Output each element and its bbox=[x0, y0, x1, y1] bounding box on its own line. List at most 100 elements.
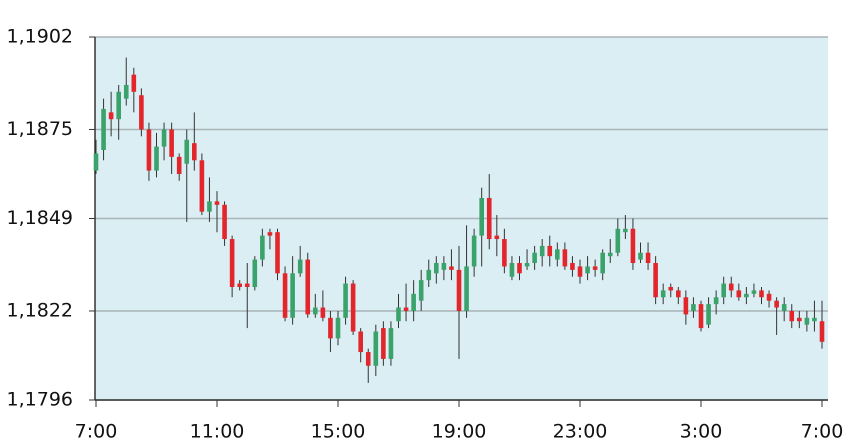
candle-body bbox=[411, 293, 416, 311]
y-tick-label: 1,1849 bbox=[7, 207, 73, 229]
candle-body bbox=[396, 307, 401, 322]
candle-body bbox=[267, 232, 273, 236]
candle-body bbox=[592, 266, 598, 270]
candle-body bbox=[812, 317, 817, 322]
x-tick-label: 11:00 bbox=[190, 421, 245, 443]
candle-body bbox=[403, 307, 409, 311]
candle-body bbox=[728, 283, 734, 291]
candle-body bbox=[297, 259, 303, 274]
y-tick-label: 1,1902 bbox=[7, 26, 73, 48]
candle-body bbox=[161, 129, 167, 147]
candle-body bbox=[797, 317, 802, 322]
candle-body bbox=[335, 317, 341, 339]
candle-body bbox=[365, 352, 371, 366]
candle-body bbox=[456, 269, 462, 311]
candle-body bbox=[494, 235, 500, 240]
candle-body bbox=[381, 328, 386, 359]
candle-body bbox=[638, 252, 643, 260]
candle-body bbox=[305, 259, 311, 315]
candle-body bbox=[275, 232, 280, 274]
candle-body bbox=[691, 304, 696, 311]
candle-body bbox=[502, 239, 507, 267]
candle-body bbox=[139, 95, 144, 130]
candle-body bbox=[418, 280, 424, 301]
candle-body bbox=[252, 259, 258, 287]
candle-body bbox=[373, 331, 379, 366]
candle-body bbox=[116, 91, 121, 120]
candle-body bbox=[509, 263, 515, 277]
candle-body bbox=[146, 129, 152, 171]
candle-body bbox=[93, 153, 99, 171]
x-tick-label: 15:00 bbox=[311, 421, 366, 443]
y-tick-label: 1,1796 bbox=[7, 389, 73, 411]
candle-body bbox=[449, 266, 454, 270]
x-tick-label: 23:00 bbox=[553, 421, 608, 443]
candle-body bbox=[607, 252, 613, 257]
candle-body bbox=[358, 331, 363, 353]
candle-body bbox=[282, 273, 288, 318]
candle-body bbox=[781, 304, 787, 311]
candle-body bbox=[290, 273, 295, 318]
candle-body bbox=[199, 160, 205, 212]
candle-body bbox=[683, 297, 689, 315]
candle-body bbox=[570, 263, 575, 270]
candle-body bbox=[623, 228, 628, 233]
candle-body bbox=[222, 204, 227, 240]
candle-body bbox=[706, 304, 711, 325]
y-tick-label: 1,1875 bbox=[7, 118, 73, 140]
candle-body bbox=[668, 286, 674, 291]
candle-body bbox=[751, 290, 757, 294]
candle-body bbox=[108, 112, 114, 120]
candle-body bbox=[713, 297, 719, 305]
x-tick-label: 7:00 bbox=[801, 421, 844, 443]
candle-body bbox=[585, 266, 590, 274]
candle-body bbox=[343, 283, 348, 318]
candle-body bbox=[154, 146, 159, 171]
candle-body bbox=[547, 245, 553, 257]
candle-body bbox=[698, 304, 704, 329]
candle-body bbox=[645, 252, 651, 264]
candle-body bbox=[744, 293, 749, 298]
candle-body bbox=[819, 321, 825, 342]
candle-body bbox=[532, 252, 537, 264]
candle-body bbox=[176, 156, 182, 174]
candle-body bbox=[350, 283, 356, 332]
candle-body bbox=[464, 266, 469, 311]
candle-body bbox=[721, 283, 726, 298]
candle-body bbox=[328, 317, 333, 339]
candle-body bbox=[184, 139, 190, 164]
candle-body bbox=[101, 108, 106, 151]
candle-body bbox=[434, 263, 439, 274]
candle-body bbox=[774, 300, 779, 308]
candle-body bbox=[524, 263, 530, 267]
candle-body bbox=[388, 328, 394, 359]
candle-body bbox=[192, 143, 197, 161]
x-tick-label: 19:00 bbox=[432, 421, 487, 443]
candle-body bbox=[169, 129, 174, 157]
candle-body bbox=[244, 283, 250, 287]
candle-body bbox=[539, 245, 545, 257]
candle-body bbox=[630, 228, 636, 264]
candle-body bbox=[320, 307, 326, 318]
candle-body bbox=[313, 307, 318, 315]
candle-body bbox=[562, 249, 568, 267]
candle-body bbox=[555, 249, 560, 260]
candle-body bbox=[486, 197, 492, 240]
candle-body bbox=[766, 293, 772, 301]
candle-body bbox=[123, 84, 129, 99]
candle-body bbox=[676, 290, 681, 298]
candle-body bbox=[660, 290, 666, 298]
candle-body bbox=[600, 252, 605, 274]
candle-body bbox=[804, 317, 810, 325]
candle-body bbox=[615, 228, 621, 253]
candle-body bbox=[517, 263, 522, 274]
candle-body bbox=[653, 263, 658, 298]
candle-body bbox=[207, 201, 212, 212]
candle-body bbox=[441, 263, 447, 270]
candle-body bbox=[577, 266, 583, 277]
y-tick-label: 1,1822 bbox=[7, 299, 73, 321]
candle-body bbox=[214, 201, 220, 205]
x-tick-label: 3:00 bbox=[680, 421, 723, 443]
candle-body bbox=[471, 235, 477, 267]
